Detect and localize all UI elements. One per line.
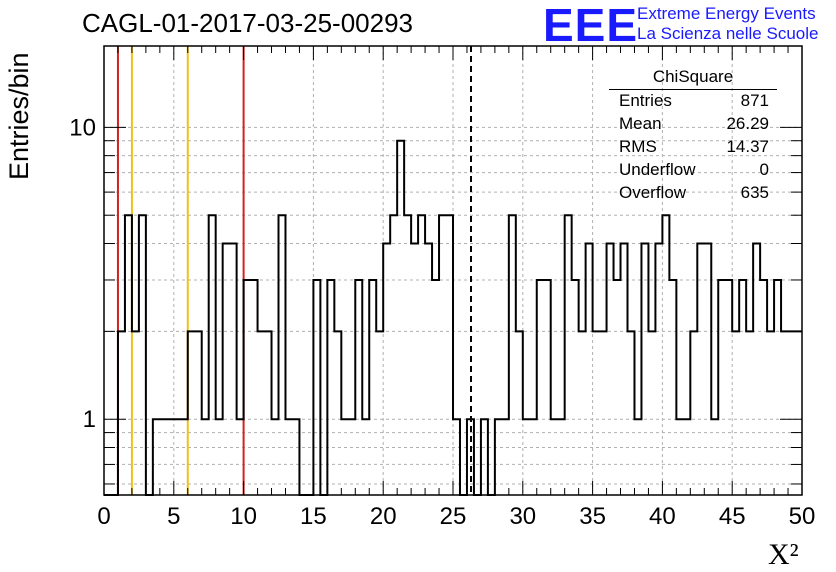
stats-label: Underflow [619,160,696,179]
logo-line-2: La Scienza nelle Scuole [637,24,819,43]
stats-value: 0 [759,160,769,179]
stats-label: Overflow [619,183,687,202]
x-tick-label: 45 [719,503,746,530]
stats-value: 14.37 [726,137,769,156]
x-tick-label: 0 [97,503,110,530]
x-tick-label: 25 [440,503,467,530]
axis-tick-labels: 0 5 10 15 20 25 30 35 40 45 50 1 10 [69,114,815,530]
stats-row-underflow: Underflow 0 [619,160,769,182]
x-tick-label: 40 [649,503,676,530]
stats-divider [609,89,777,90]
stats-label: RMS [619,137,657,156]
marker-lines [116,46,473,495]
x-tick-label: 15 [300,503,327,530]
histogram-series [104,139,802,496]
y-tick-label: 1 [83,406,96,433]
stats-label: Mean [619,114,662,133]
stats-row-entries: Entries 871 [619,91,769,113]
stats-label: Entries [619,91,672,110]
stats-value: 635 [740,183,769,202]
x-tick-label: 5 [167,503,180,530]
y-tick-label: 10 [69,114,96,141]
x-axis-label: X² [768,538,799,571]
x-tick-label: 50 [789,503,816,530]
x-tick-label: 10 [230,503,257,530]
x-tick-label: 20 [370,503,397,530]
eee-logo-icon: EEE [543,0,639,51]
stats-row-overflow: Overflow 635 [619,183,769,205]
chart-title: CAGL-01-2017-03-25-00293 [82,8,413,38]
stats-row-rms: RMS 14.37 [619,137,769,159]
x-tick-label: 35 [579,503,606,530]
stats-value: 871 [740,91,769,110]
axis-ticks [103,46,803,495]
stats-box: ChiSquare Entries 871 Mean 26.29 RMS 14.… [609,67,777,203]
stats-row-mean: Mean 26.29 [619,114,769,136]
stats-value: 26.29 [726,114,769,133]
stats-title: ChiSquare [652,67,734,86]
x-tick-label: 30 [509,503,536,530]
y-axis-label: Entries/bin [4,52,34,180]
logo-line-1: Extreme Energy Events [637,4,816,23]
